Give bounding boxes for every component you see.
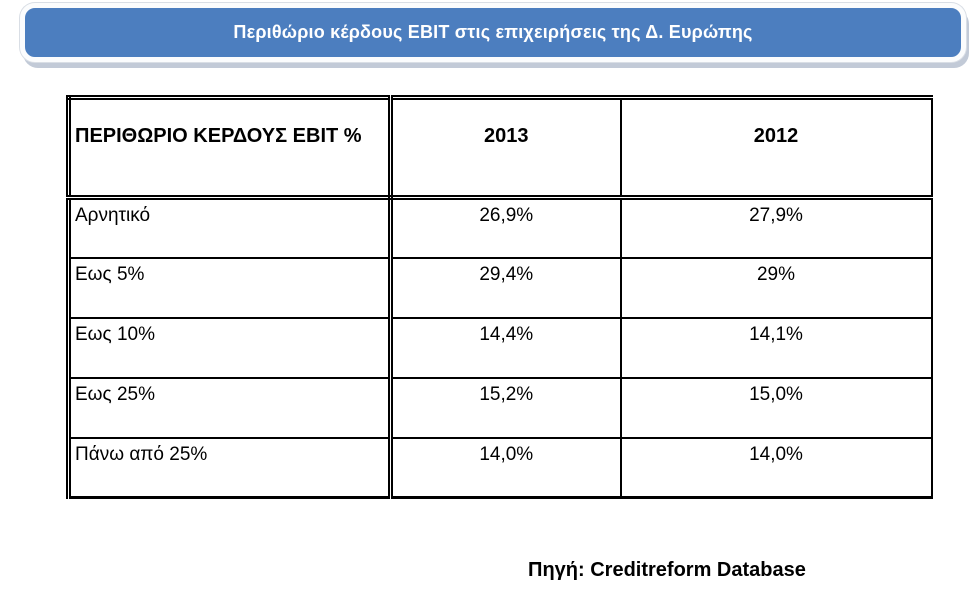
row-label: Εως 5%	[67, 256, 393, 319]
value-2012: 14,0%	[619, 436, 933, 499]
column-header-2012: 2012	[619, 96, 933, 200]
source-citation: Πηγή: Creditreform Database	[528, 559, 806, 581]
value-2012: 15,0%	[619, 376, 933, 439]
value-2013: 14,0%	[389, 436, 622, 499]
table-row: Εως 5% 29,4% 29%	[67, 256, 933, 319]
column-header-2013: 2013	[389, 96, 622, 200]
title-banner: Περιθώριο κέρδους EBIT στις επιχειρήσεις…	[20, 3, 966, 62]
value-2013: 26,9%	[389, 196, 622, 259]
value-2012: 14,1%	[619, 316, 933, 379]
value-2013: 15,2%	[389, 376, 622, 439]
value-2012: 27,9%	[619, 196, 933, 259]
row-label: Εως 10%	[67, 316, 393, 379]
value-2013: 29,4%	[389, 256, 622, 319]
table-row: Εως 25% 15,2% 15,0%	[67, 376, 933, 439]
row-label: Εως 25%	[67, 376, 393, 439]
ebit-margin-table: ΠΕΡΙΘΩΡΙΟ ΚΕΡΔΟΥΣ EBIT % 2013 2012 Αρνητ…	[66, 95, 933, 499]
row-label: Πάνω από 25%	[67, 436, 393, 499]
value-2013: 14,4%	[389, 316, 622, 379]
table-row: Πάνω από 25% 14,0% 14,0%	[67, 436, 933, 499]
page-title: Περιθώριο κέρδους EBIT στις επιχειρήσεις…	[233, 22, 753, 42]
column-header-margin: ΠΕΡΙΘΩΡΙΟ ΚΕΡΔΟΥΣ EBIT %	[67, 96, 393, 200]
table-row: Εως 10% 14,4% 14,1%	[67, 316, 933, 379]
table-row: Αρνητικό 26,9% 27,9%	[67, 196, 933, 259]
value-2012: 29%	[619, 256, 933, 319]
row-label: Αρνητικό	[67, 196, 393, 259]
table-header-row: ΠΕΡΙΘΩΡΙΟ ΚΕΡΔΟΥΣ EBIT % 2013 2012	[67, 96, 933, 200]
